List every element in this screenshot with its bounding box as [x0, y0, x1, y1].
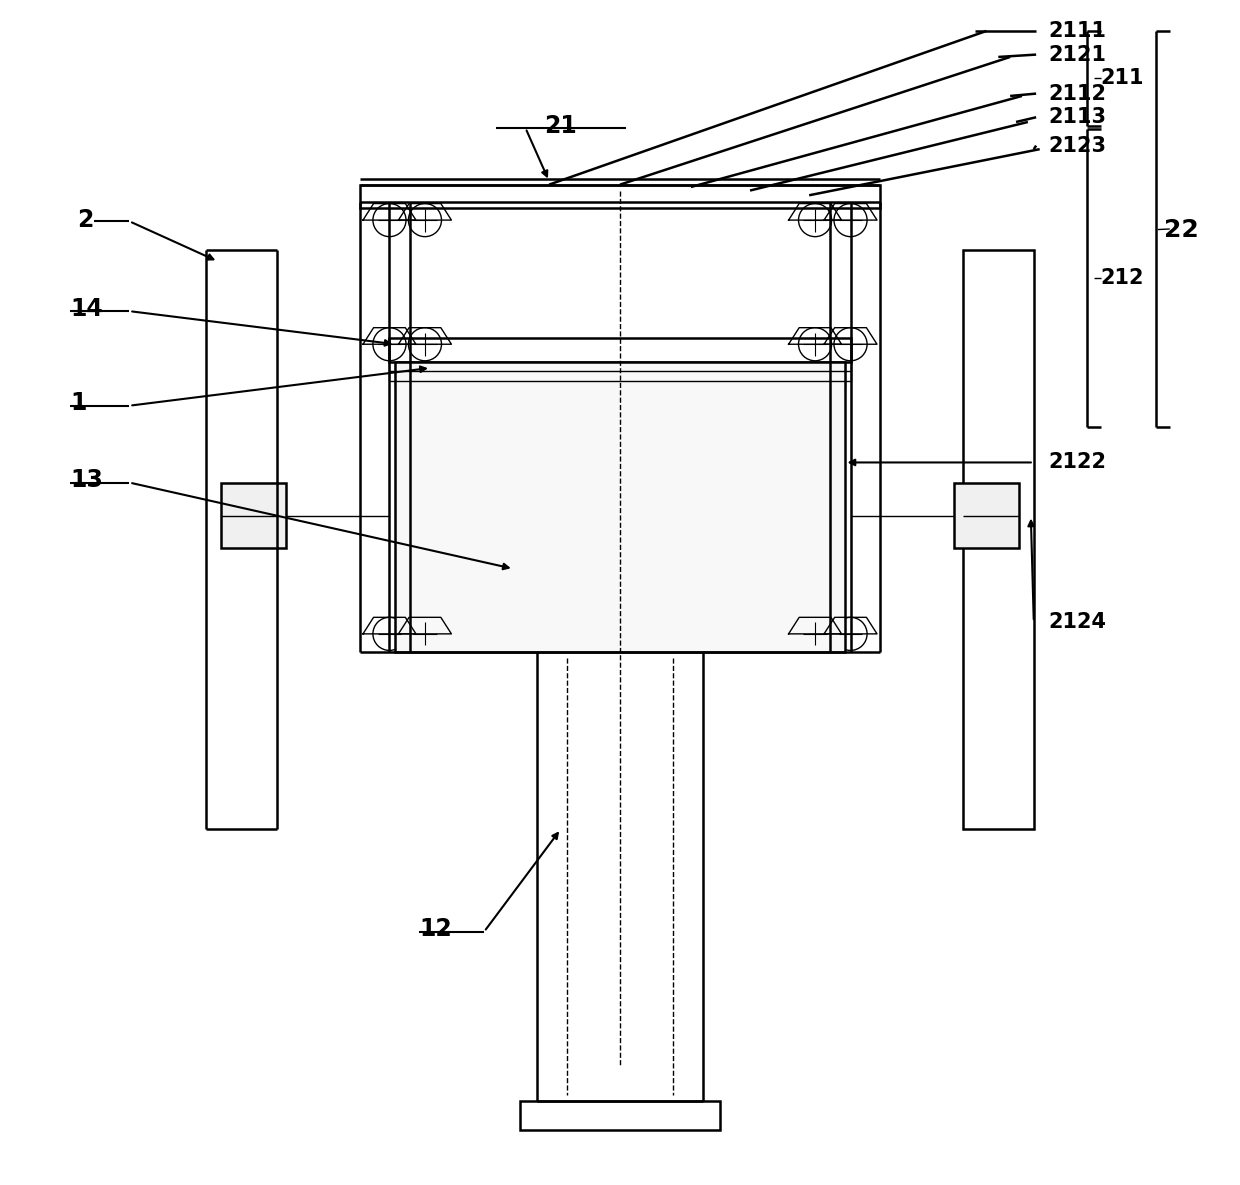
Bar: [826, 361, 844, 387]
Bar: [962, 250, 1034, 830]
Text: 2113: 2113: [1048, 108, 1106, 127]
Bar: [396, 361, 844, 652]
Bar: [954, 483, 1019, 549]
Text: 212: 212: [1100, 268, 1143, 288]
Text: 2: 2: [78, 209, 94, 232]
Bar: [221, 483, 286, 549]
Text: 2124: 2124: [1048, 613, 1106, 632]
Bar: [396, 361, 414, 387]
Text: 211: 211: [1100, 69, 1143, 88]
Bar: [520, 1101, 720, 1130]
Text: 22: 22: [1164, 218, 1199, 242]
Text: 1: 1: [71, 391, 87, 416]
Text: 2121: 2121: [1048, 45, 1106, 65]
Text: 2112: 2112: [1048, 84, 1106, 103]
Text: 2122: 2122: [1048, 453, 1106, 473]
Text: 12: 12: [419, 917, 451, 941]
Text: 14: 14: [71, 296, 103, 321]
Bar: [360, 185, 880, 209]
Text: 2123: 2123: [1048, 135, 1106, 155]
Text: 21: 21: [544, 114, 578, 137]
Text: 13: 13: [71, 468, 103, 492]
Text: 2111: 2111: [1048, 21, 1106, 41]
Bar: [389, 339, 851, 361]
